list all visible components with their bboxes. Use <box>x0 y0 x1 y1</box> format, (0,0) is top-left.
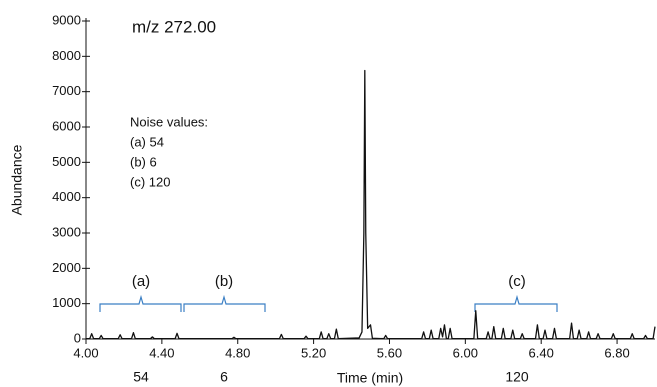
region-noise: 120 <box>505 369 529 385</box>
trace <box>86 69 656 340</box>
x-tick-label: 6.80 <box>604 345 629 360</box>
x-tick-label: 4.80 <box>225 345 250 360</box>
x-tick-label: 5.20 <box>301 345 326 360</box>
noise-line: (c) 120 <box>130 174 170 189</box>
bracket <box>474 294 558 312</box>
noise-title: Noise values: <box>130 114 208 129</box>
bracket <box>183 294 266 312</box>
x-tick-label: 4.00 <box>73 345 98 360</box>
region-label: (a) <box>132 273 150 290</box>
x-tick-label: 6.40 <box>529 345 554 360</box>
y-tick-label: 3000 <box>52 224 81 239</box>
region-label: (b) <box>215 273 233 290</box>
y-tick-label: 9000 <box>52 12 81 27</box>
x-tick-label: 6.00 <box>453 345 478 360</box>
y-tick-label: 7000 <box>52 83 81 98</box>
x-tick-label: 4.40 <box>149 345 174 360</box>
bracket <box>99 294 182 312</box>
y-tick-label: 4000 <box>52 189 81 204</box>
region-noise: 54 <box>133 369 149 385</box>
y-axis-title: Abundance <box>9 144 25 215</box>
y-tick-label: 6000 <box>52 118 81 133</box>
y-tick-label: 8000 <box>52 48 81 63</box>
chart-title: m/z 272.00 <box>132 17 216 36</box>
x-tick-label: 5.60 <box>377 345 402 360</box>
y-tick-label: 2000 <box>52 260 81 275</box>
y-tick-label: 0 <box>74 330 81 345</box>
region-label: (c) <box>508 273 526 290</box>
region-noise: 6 <box>220 369 228 385</box>
noise-line: (b) 6 <box>130 154 157 169</box>
noise-line: (a) 54 <box>130 134 164 149</box>
y-tick-label: 1000 <box>52 295 81 310</box>
x-axis-title: Time (min) <box>337 370 403 386</box>
y-tick-label: 5000 <box>52 154 81 169</box>
